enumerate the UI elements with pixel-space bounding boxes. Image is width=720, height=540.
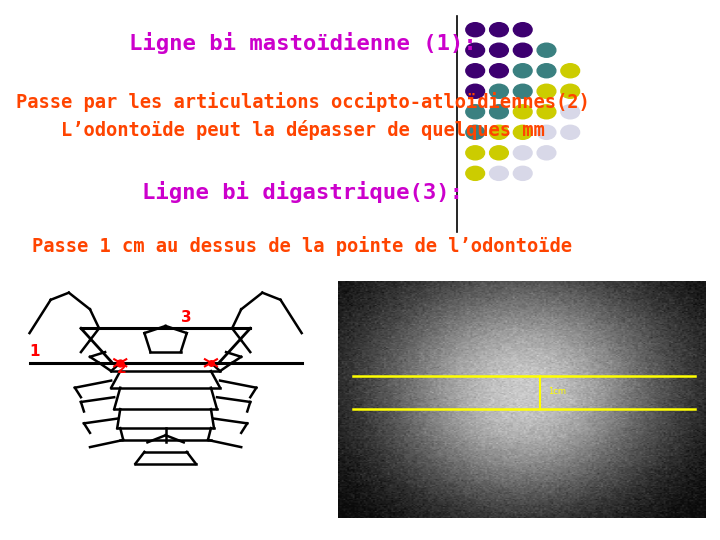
- Circle shape: [561, 84, 580, 98]
- Circle shape: [466, 64, 485, 78]
- Text: 1: 1: [30, 343, 40, 359]
- Circle shape: [537, 84, 556, 98]
- Text: Ligne bi mastoïdienne (1):: Ligne bi mastoïdienne (1):: [129, 32, 476, 54]
- Circle shape: [513, 64, 532, 78]
- Circle shape: [466, 43, 485, 57]
- Circle shape: [537, 43, 556, 57]
- Circle shape: [561, 105, 580, 119]
- Circle shape: [466, 84, 485, 98]
- Circle shape: [490, 84, 508, 98]
- Circle shape: [466, 166, 485, 180]
- Circle shape: [537, 125, 556, 139]
- Circle shape: [513, 84, 532, 98]
- Text: 3: 3: [181, 310, 192, 326]
- Circle shape: [513, 43, 532, 57]
- Text: 1cm: 1cm: [548, 387, 566, 396]
- Circle shape: [513, 166, 532, 180]
- Circle shape: [537, 146, 556, 160]
- Circle shape: [537, 105, 556, 119]
- Circle shape: [561, 125, 580, 139]
- Text: Passe 1 cm au dessus de la pointe de l’odontoïde: Passe 1 cm au dessus de la pointe de l’o…: [32, 235, 572, 256]
- Circle shape: [513, 125, 532, 139]
- Circle shape: [490, 43, 508, 57]
- Circle shape: [490, 125, 508, 139]
- Circle shape: [490, 166, 508, 180]
- Circle shape: [513, 146, 532, 160]
- Circle shape: [466, 105, 485, 119]
- Circle shape: [466, 23, 485, 37]
- Circle shape: [513, 105, 532, 119]
- Text: Passe par les articulations occipto-atloïdiennes(2)
L’odontoïde peut la dépasser: Passe par les articulations occipto-atlo…: [16, 92, 589, 140]
- Text: 2: 2: [117, 362, 127, 376]
- Text: Ligne bi digastrique(3):: Ligne bi digastrique(3):: [142, 181, 463, 202]
- Circle shape: [513, 23, 532, 37]
- Circle shape: [490, 105, 508, 119]
- Circle shape: [490, 23, 508, 37]
- Circle shape: [466, 125, 485, 139]
- Circle shape: [561, 64, 580, 78]
- Circle shape: [490, 146, 508, 160]
- Circle shape: [466, 146, 485, 160]
- Circle shape: [490, 64, 508, 78]
- Circle shape: [537, 64, 556, 78]
